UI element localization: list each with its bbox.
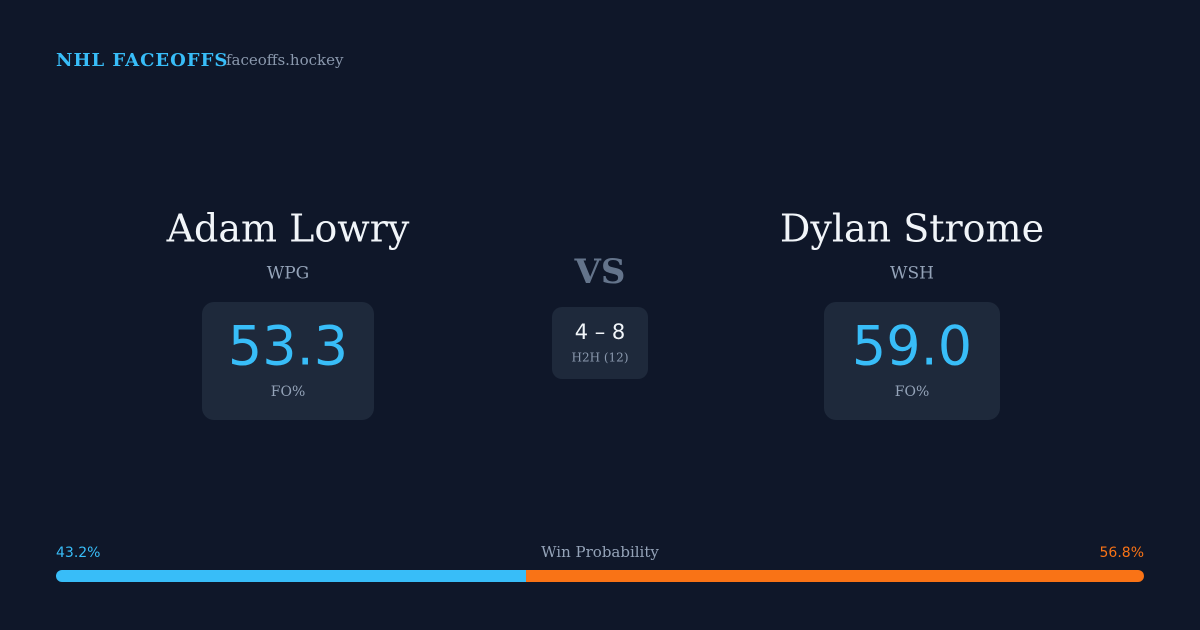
fo-value: 59.0 xyxy=(852,315,972,378)
fo-label: FO% xyxy=(895,384,930,400)
h2h-label: H2H (12) xyxy=(571,351,628,365)
win-prob-label: Win Probability xyxy=(541,543,659,561)
vs: VS xyxy=(574,252,626,292)
win-prob-bar xyxy=(56,570,1144,582)
h2h-box xyxy=(552,307,648,379)
stat-box xyxy=(202,302,374,420)
win-prob-segment xyxy=(56,570,527,582)
stat-box xyxy=(824,302,1000,420)
h2h-score: 4 – 8 xyxy=(575,320,626,344)
team: WPG xyxy=(267,264,310,284)
player-name: Dylan Strome xyxy=(780,207,1044,251)
fo-value: 53.3 xyxy=(228,315,348,378)
brand: NHL FACEOFFS xyxy=(56,50,228,71)
player-name: Adam Lowry xyxy=(166,207,410,251)
win-prob-segment xyxy=(526,570,1144,582)
win-prob-value: 43.2% xyxy=(56,545,100,561)
win-prob-value: 56.8% xyxy=(1100,545,1144,561)
fo-label: FO% xyxy=(271,384,306,400)
team: WSH xyxy=(890,264,934,284)
site: faceoffs.hockey xyxy=(226,51,344,69)
